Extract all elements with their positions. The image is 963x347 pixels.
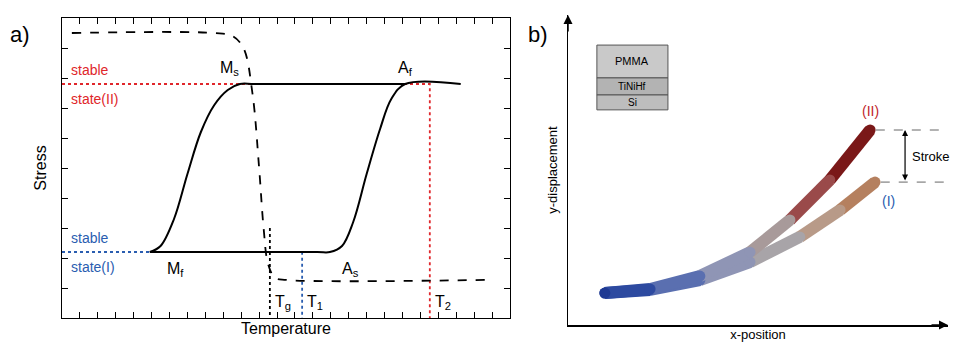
svg-text:(I): (I) bbox=[882, 193, 895, 209]
svg-text:Stroke: Stroke bbox=[912, 149, 950, 164]
svg-text:TiNiHf: TiNiHf bbox=[618, 81, 646, 92]
svg-text:T​g​: T​g​ bbox=[275, 293, 291, 312]
svg-text:(II): (II) bbox=[862, 103, 879, 119]
svg-text:A​f​: A​f​ bbox=[398, 59, 413, 78]
svg-text:state(I): state(I) bbox=[71, 259, 115, 275]
svg-text:x-position: x-position bbox=[730, 327, 786, 342]
svg-text:Si: Si bbox=[628, 97, 637, 108]
svg-text:stable: stable bbox=[71, 62, 109, 78]
svg-text:a): a) bbox=[10, 22, 30, 47]
svg-text:state(II): state(II) bbox=[71, 91, 118, 107]
svg-text:A​s​: A​s​ bbox=[342, 260, 359, 279]
svg-text:M​f​: M​f​ bbox=[167, 260, 184, 279]
svg-text:T​2​: T​2​ bbox=[435, 293, 451, 312]
svg-text:Temperature: Temperature bbox=[241, 320, 331, 337]
svg-text:M​s​: M​s​ bbox=[220, 59, 239, 78]
svg-text:stable: stable bbox=[71, 230, 109, 246]
svg-text:b): b) bbox=[528, 22, 548, 47]
svg-text:y-displacement: y-displacement bbox=[545, 126, 560, 214]
svg-text:Stress: Stress bbox=[32, 145, 49, 190]
svg-text:T​1​: T​1​ bbox=[307, 293, 323, 312]
svg-text:PMMA: PMMA bbox=[615, 55, 649, 67]
